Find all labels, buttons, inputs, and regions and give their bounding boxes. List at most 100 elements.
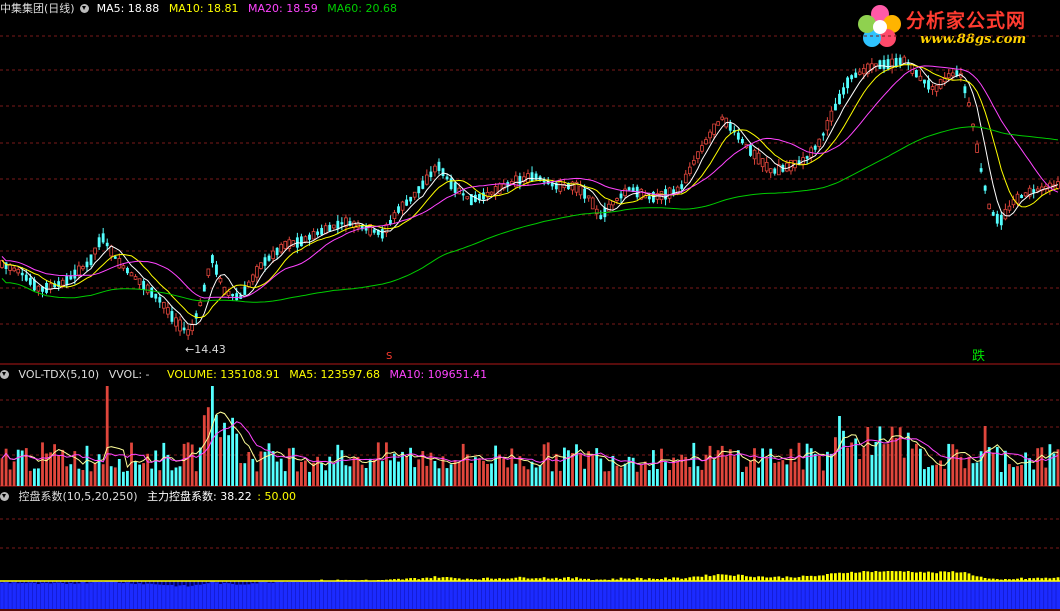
volume-bar <box>817 455 821 486</box>
kongpan-bar <box>20 581 24 583</box>
kongpan-bar <box>219 581 222 584</box>
volume-bar <box>113 467 117 486</box>
volume-bar <box>24 448 28 486</box>
candle <box>700 140 704 154</box>
volume-bar <box>736 450 740 486</box>
volume-bar <box>437 468 441 486</box>
kongpan-bar <box>910 572 914 581</box>
kongpan-bar <box>146 581 150 584</box>
kongpan-bar <box>785 576 789 581</box>
kongpan-bar <box>627 578 631 581</box>
candle <box>1003 203 1008 221</box>
kongpan-bar <box>1016 578 1019 581</box>
volume-bar <box>712 459 716 486</box>
candle <box>93 247 97 260</box>
volume-menu-icon[interactable] <box>0 370 9 379</box>
candle <box>283 240 288 251</box>
volume-bar <box>931 465 934 486</box>
kongpan-bar <box>769 577 773 581</box>
volume-bar <box>109 466 113 486</box>
kongpan-bar <box>178 581 182 586</box>
volume-bar <box>138 464 141 486</box>
volume-bar <box>73 451 77 486</box>
volume-bar <box>1048 444 1052 486</box>
kongpan-bar <box>805 576 809 581</box>
volume-bar <box>526 469 530 486</box>
volume-bar <box>530 461 534 486</box>
candle <box>1007 200 1012 213</box>
volume-bar <box>700 469 704 486</box>
volume-bar <box>947 443 951 486</box>
candle <box>979 163 983 174</box>
kongpan-bar <box>530 578 534 581</box>
volume-bar <box>510 448 514 486</box>
candle <box>934 84 939 97</box>
kongpan-bar <box>486 577 489 581</box>
kongpan-bar <box>874 571 878 581</box>
kongpan-bar <box>158 581 162 585</box>
volume-bar <box>190 444 194 486</box>
volume-bar <box>522 466 526 486</box>
candle <box>1023 192 1028 198</box>
volume-bar <box>607 471 611 486</box>
kongpan-other-readout: : 50.00 <box>257 490 296 503</box>
candle <box>817 138 822 152</box>
candle <box>308 232 311 246</box>
candle <box>380 226 384 242</box>
kongpan-bar <box>1052 577 1056 581</box>
kongpan-bar <box>967 573 971 581</box>
candle <box>764 156 769 174</box>
volume-bar <box>231 417 234 486</box>
kongpan-bar <box>49 581 52 584</box>
kongpan-bar <box>919 571 922 581</box>
kongpan-bar <box>906 571 910 581</box>
volume-bar <box>291 447 295 486</box>
chart-menu-icon[interactable] <box>80 4 90 13</box>
kongpan-bar <box>951 571 955 581</box>
candle <box>137 278 142 290</box>
candle <box>501 179 506 191</box>
kongpan-bar <box>809 575 813 581</box>
volume-bar <box>89 471 93 486</box>
volume-bar <box>0 458 4 486</box>
candle <box>421 175 425 190</box>
kongpan-bar <box>405 578 408 581</box>
volume-bar <box>494 445 497 486</box>
candle <box>287 236 292 252</box>
candle <box>97 233 101 250</box>
volume-bar <box>57 455 60 486</box>
candle <box>405 195 409 207</box>
kongpan-menu-icon[interactable] <box>0 492 9 501</box>
kongpan-bar <box>251 581 255 584</box>
candle <box>902 54 907 64</box>
volume-bar <box>308 471 311 486</box>
kongpan-bar <box>741 574 744 581</box>
volume-bar <box>502 458 506 486</box>
volume-bar <box>870 455 874 486</box>
candle <box>975 140 979 153</box>
volume-bar <box>935 464 938 486</box>
volume-bar <box>789 448 793 486</box>
volume-bar <box>162 442 166 486</box>
volume-bar <box>474 457 477 486</box>
kongpan-bar <box>854 572 858 581</box>
kongpan-bar <box>850 571 853 581</box>
kongpan-bar <box>33 581 36 583</box>
kongpan-bar <box>510 578 514 581</box>
volume-bar <box>878 426 882 486</box>
candle <box>16 266 21 276</box>
volume-bar <box>599 458 603 486</box>
volume-bar <box>846 447 849 486</box>
candle <box>720 114 724 122</box>
volume-bar <box>28 470 32 486</box>
volume-bar <box>757 467 760 486</box>
kongpan-bar <box>73 581 77 584</box>
volume-bar <box>243 463 247 486</box>
volume-bar <box>749 460 752 486</box>
kongpan-bar <box>745 576 748 581</box>
candle <box>882 55 886 74</box>
ma10-line <box>1 64 1059 318</box>
volume-bar <box>316 456 319 486</box>
candle <box>299 233 303 247</box>
